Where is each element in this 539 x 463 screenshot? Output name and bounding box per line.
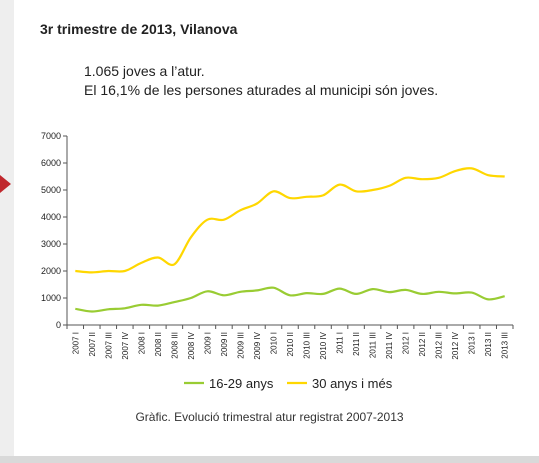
x-tick-label: 2007 II: [88, 332, 97, 356]
slide: [14, 0, 539, 456]
x-tick-label: 2008 IV: [187, 331, 196, 359]
x-tick-label: 2013 II: [484, 332, 493, 356]
y-tick-label: 2000: [41, 266, 61, 276]
x-tick-label: 2010 I: [269, 332, 278, 354]
x-tick-label: 2011 I: [336, 332, 345, 354]
x-tick-label: 2012 I: [402, 332, 411, 354]
x-tick-label: 2009 I: [203, 332, 212, 354]
x-tick-label: 2010 III: [303, 332, 312, 359]
legend-label-1: 16-29 anys: [209, 376, 274, 391]
y-tick-label: 6000: [41, 158, 61, 168]
red-marker-icon: [0, 175, 11, 193]
chart-caption: Gràfic. Evolució trimestral atur registr…: [135, 410, 404, 424]
subtitle-line-1: 1.065 joves a l’atur.: [84, 63, 205, 79]
y-tick-label: 3000: [41, 239, 61, 249]
y-tick-label: 1000: [41, 293, 61, 303]
x-tick-label: 2011 III: [369, 332, 378, 358]
x-tick-label: 2008 III: [170, 332, 179, 359]
series-line-2: [75, 167, 505, 274]
x-tick-label: 2008 I: [137, 332, 146, 354]
legend-label-2: 30 anys i més: [312, 376, 393, 391]
x-tick-label: 2007 IV: [121, 331, 130, 359]
subtitle-line-2: El 16,1% de les persones aturades al mun…: [84, 82, 439, 98]
x-tick-label: 2010 IV: [319, 331, 328, 359]
x-tick-label: 2009 II: [220, 332, 229, 356]
x-tick-label: 2010 II: [286, 332, 295, 356]
y-tick-label: 4000: [41, 212, 61, 222]
x-tick-label: 2011 II: [352, 332, 361, 356]
line-chart: 0 1000 2000 3000 4000 5000 6000 7000 2007 I 2007 …: [41, 131, 514, 391]
page-title: 3r trimestre de 2013, Vilanova: [40, 21, 238, 37]
y-tick-label: 0: [56, 320, 61, 330]
x-tick-label: 2009 III: [236, 332, 245, 359]
x-tick-label: 2013 III: [501, 332, 510, 359]
x-tick-label: 2012 III: [435, 332, 444, 359]
x-tick-label: 2013 I: [468, 332, 477, 354]
x-tick-label: 2007 I: [71, 332, 80, 354]
footer-bar: [0, 456, 539, 463]
x-tick-label: 2007 III: [104, 332, 113, 359]
y-tick-label: 7000: [41, 131, 61, 141]
x-tick-label: 2011 IV: [385, 331, 394, 359]
x-tick-label: 2012 II: [418, 332, 427, 356]
series-line-1: [75, 286, 505, 313]
x-tick-label: 2012 IV: [451, 331, 460, 359]
x-tick-label: 2009 IV: [253, 331, 262, 359]
y-tick-label: 5000: [41, 185, 61, 195]
x-tick-label: 2008 II: [154, 332, 163, 356]
